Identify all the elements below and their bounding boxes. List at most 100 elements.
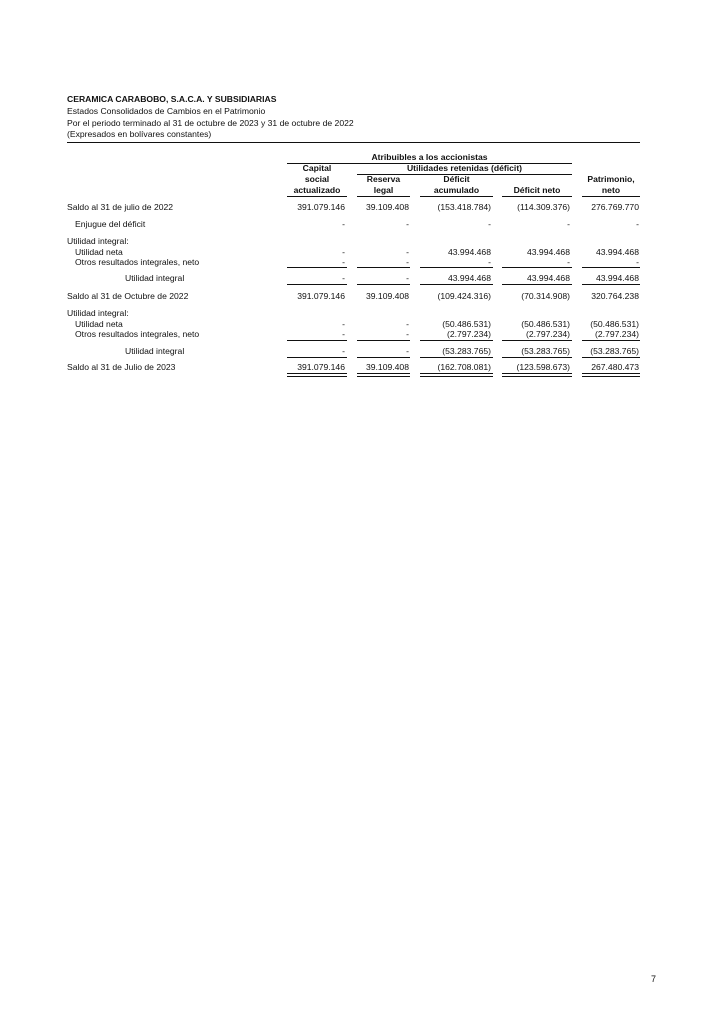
subtotal-rule [420,357,493,358]
subtotal-rule [582,267,640,268]
cell-value: (109.424.316) [437,291,491,301]
cell-value: (53.283.765) [521,346,570,356]
table-row: Enjugue del déficit - - - - - [0,219,724,230]
row-label: Otros resultados integrales, neto [75,329,200,339]
total-double-rule [287,373,347,377]
subtotal-rule [582,284,640,285]
subtotal-rule [502,267,572,268]
column-header-rule [357,196,410,197]
company-name: CERAMICA CARABOBO, S.A.C.A. Y SUBSIDIARI… [67,94,277,104]
col-header-patrimonio-1: Patrimonio, [587,174,635,184]
subtotal-rule [502,284,572,285]
subtotal-rule [287,284,347,285]
table-row: Saldo al 31 de julio de 2022 391.079.146 3… [0,202,724,213]
cell-value: 43.994.468 [447,273,491,283]
col-header-reserva-2: legal [373,185,394,195]
row-label: Utilidad integral: [67,308,129,318]
statement-title: Estados Consolidados de Cambios en el Pa… [67,106,266,116]
row-label: Enjugue del déficit [75,219,146,229]
currency-note: (Expresados en bolívares constantes) [67,129,212,139]
cell-value: - [406,329,409,339]
cell-value: - [342,273,345,283]
row-label: Utilidad neta [75,247,123,257]
col-header-capital-3: actualizado [293,185,341,195]
cell-value: 391.079.146 [297,362,345,372]
table-row: Saldo al 31 de Julio de 2023 391.079.146 3… [0,362,724,373]
subtotal-rule [502,340,572,341]
column-header-rule [582,196,640,197]
group-rule [287,163,572,164]
table-row: Otros resultados integrales, neto - - - - - [0,257,724,268]
subtotal-rule [582,357,640,358]
table-row: Saldo al 31 de Octubre de 2022 391.079.14… [0,291,724,302]
cell-value: (50.486.531) [590,319,639,329]
cell-value: (70.314.908) [521,291,570,301]
cell-value: - [488,257,491,267]
subgroup-header: Utilidades retenidas (déficit) [406,163,523,173]
cell-value: - [406,273,409,283]
subtotal-rule [287,357,347,358]
cell-value: (2.797.234) [595,329,639,339]
row-label: Utilidad integral [125,346,185,356]
row-label: Utilidad integral [125,273,185,283]
col-header-reserva-1: Reserva [366,174,401,184]
cell-value: - [406,346,409,356]
cell-value: (50.486.531) [521,319,570,329]
subtotal-rule [502,357,572,358]
cell-value: 39.109.408 [365,362,409,372]
cell-value: - [636,257,639,267]
col-header-deficit-1: Déficit [443,174,470,184]
cell-value: - [342,346,345,356]
cell-value: 39.109.408 [365,202,409,212]
row-label: Utilidad integral: [67,236,129,246]
header-rule [67,142,640,143]
cell-value: - [567,257,570,267]
cell-value: 43.994.468 [595,273,639,283]
subtotal-rule [357,284,410,285]
cell-value: - [406,219,409,229]
cell-value: 391.079.146 [297,202,345,212]
col-header-capital-1: Capital [302,163,332,173]
page-number: 7 [651,974,657,984]
cell-value: (50.486.531) [442,319,491,329]
subtotal-rule [287,340,347,341]
table-row: Utilidad integral - - (53.283.765) (53.283.7… [0,346,724,357]
cell-value: (53.283.765) [442,346,491,356]
cell-value: 276.769.770 [591,202,639,212]
total-double-rule [502,373,572,377]
group-header: Atribuibles a los accionistas [371,152,488,162]
column-header-rule [420,196,493,197]
subtotal-rule [420,284,493,285]
cell-value: - [406,319,409,329]
cell-value: (2.797.234) [447,329,491,339]
cell-value: - [406,257,409,267]
period-text: Por el periodo terminado al 31 de octubr… [67,118,354,128]
table-row: Otros resultados integrales, neto - - (2.79… [0,329,724,340]
col-header-patrimonio-2: neto [601,185,621,195]
table-row: Utilidad integral: [0,308,724,319]
table-row: Utilidad neta - - (50.486.531) (50.486.531) (… [0,319,724,330]
cell-value: (162.708.081) [437,362,491,372]
total-double-rule [582,373,640,377]
subtotal-rule [357,267,410,268]
cell-value: - [488,219,491,229]
column-header-rule [502,196,572,197]
cell-value: - [342,247,345,257]
cell-value: 391.079.146 [297,291,345,301]
cell-value: - [342,319,345,329]
col-header-capital-2: social [304,174,330,184]
cell-value: 43.994.468 [447,247,491,257]
subtotal-rule [287,267,347,268]
column-header-rule [287,196,347,197]
cell-value: - [406,247,409,257]
table-row: Utilidad integral - - 43.994.468 43.994.468 4… [0,273,724,284]
cell-value: 43.994.468 [526,247,570,257]
subtotal-rule [420,340,493,341]
row-label: Saldo al 31 de Octubre de 2022 [67,291,189,301]
cell-value: - [636,219,639,229]
cell-value: 267.480.473 [591,362,639,372]
cell-value: - [342,329,345,339]
table-row: Utilidad neta - - 43.994.468 43.994.468 43.99… [0,247,724,258]
table-row: Utilidad integral: [0,236,724,247]
cell-value: - [342,257,345,267]
